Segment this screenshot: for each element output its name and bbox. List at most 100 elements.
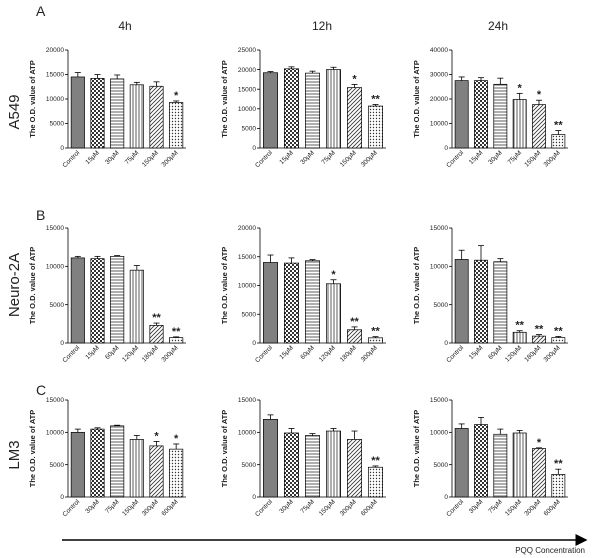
y-tick-label: 15000 bbox=[238, 397, 256, 404]
time-label-24h: 24h bbox=[488, 19, 508, 33]
y-tick-label: 10000 bbox=[238, 283, 256, 290]
bar-control bbox=[454, 80, 469, 149]
bar-control bbox=[70, 257, 85, 344]
bar-30um bbox=[305, 72, 320, 149]
y-tick-label: 5000 bbox=[242, 462, 257, 469]
category-label: 15μM bbox=[278, 149, 295, 166]
bar-120um bbox=[326, 283, 341, 344]
category-label: 300μM bbox=[160, 149, 179, 168]
category-label: 150μM bbox=[339, 149, 358, 168]
category-label: 600μM bbox=[543, 498, 562, 517]
y-tick-label: 5000 bbox=[242, 311, 257, 318]
y-tick-label: 5000 bbox=[242, 126, 257, 133]
y-tick-label: 0 bbox=[444, 494, 448, 501]
category-label: 75μM bbox=[320, 149, 337, 166]
chart-a549-12h: The O.D. value of ATP 0 5000 10000 15000 2000… bbox=[220, 47, 386, 169]
category-label: 75μM bbox=[507, 149, 524, 166]
x-caption: PQQ Concentration bbox=[515, 546, 585, 555]
y-tick-label: 25000 bbox=[238, 47, 256, 54]
bar-180um bbox=[347, 329, 362, 344]
significance-mark: ** bbox=[172, 326, 181, 338]
category-label: Control bbox=[445, 149, 465, 169]
category-label: 600μM bbox=[160, 498, 179, 517]
bar-150um bbox=[326, 430, 341, 498]
category-label: 150μM bbox=[523, 149, 542, 168]
y-tick-label: 10000 bbox=[430, 430, 448, 437]
category-label: 15μM bbox=[84, 344, 101, 361]
y-tick-label: 0 bbox=[444, 340, 448, 347]
panel-letter-c: C bbox=[36, 382, 46, 398]
y-tick-label: 5000 bbox=[434, 302, 449, 309]
row-label-lm3: LM3 bbox=[6, 440, 23, 469]
category-label: 30μM bbox=[84, 498, 101, 515]
category-label: Control bbox=[254, 498, 274, 518]
significance-mark: * bbox=[352, 73, 357, 85]
bar-150um bbox=[347, 87, 362, 149]
row-label-a549: A549 bbox=[6, 94, 23, 129]
category-label: 300μM bbox=[141, 498, 160, 517]
bar-300um bbox=[551, 337, 566, 344]
chart-lm3-12h: The O.D. value of ATP 0 5000 10000 15000 Cont… bbox=[220, 397, 386, 518]
category-label: 300μM bbox=[360, 344, 379, 363]
bar-15um bbox=[284, 68, 299, 149]
significance-mark: * bbox=[518, 82, 523, 94]
bar-30um bbox=[474, 424, 488, 498]
bar-300um bbox=[169, 102, 184, 149]
category-label: 180μM bbox=[141, 344, 160, 363]
y-axis-label: The O.D. value of ATP bbox=[412, 60, 421, 138]
category-label: 180μM bbox=[339, 344, 358, 363]
bar-15um bbox=[474, 259, 488, 344]
bar-75um bbox=[512, 99, 527, 149]
time-label-4h: 4h bbox=[118, 19, 131, 33]
category-label: 300μM bbox=[339, 498, 358, 517]
bar-75um bbox=[129, 84, 144, 149]
y-tick-label: 15000 bbox=[46, 225, 64, 232]
bar-300um bbox=[368, 337, 383, 344]
y-tick-label: 15000 bbox=[46, 397, 64, 404]
panel-letter-a: A bbox=[36, 3, 46, 19]
y-tick-label: 5000 bbox=[50, 302, 65, 309]
y-tick-label: 15000 bbox=[430, 225, 448, 232]
y-tick-label: 20000 bbox=[430, 96, 448, 103]
y-tick-label: 10000 bbox=[46, 264, 64, 271]
significance-mark: ** bbox=[554, 325, 563, 337]
bar-150um bbox=[129, 439, 144, 498]
y-tick-label: 5000 bbox=[434, 462, 449, 469]
bar-60um bbox=[305, 260, 320, 344]
bar-150um bbox=[512, 432, 527, 498]
bar-control bbox=[70, 76, 85, 149]
chart-neuro2a-4h: The O.D. value of ATP 0 5000 10000 15000 Cont… bbox=[28, 225, 186, 364]
significance-mark: ** bbox=[371, 326, 380, 338]
bar-control bbox=[70, 431, 85, 498]
significance-mark: * bbox=[154, 430, 159, 442]
category-label: 30μM bbox=[104, 149, 121, 166]
y-tick-label: 15000 bbox=[238, 86, 256, 93]
category-label: 150μM bbox=[318, 498, 337, 517]
significance-mark: * bbox=[537, 89, 542, 101]
category-label: 30μM bbox=[487, 149, 504, 166]
bar-120um bbox=[129, 269, 144, 344]
chart-grid: The O.D. value of ATP 0 5000 10000 15000 2000… bbox=[28, 47, 568, 518]
time-label-12h: 12h bbox=[312, 19, 332, 33]
bar-600um bbox=[368, 466, 383, 498]
bar-75um bbox=[493, 433, 508, 498]
bar-150um bbox=[532, 104, 546, 149]
y-axis-label: The O.D. value of ATP bbox=[412, 247, 421, 325]
category-label: 150μM bbox=[121, 498, 140, 517]
y-tick-label: 30000 bbox=[430, 72, 448, 79]
category-label: 75μM bbox=[124, 149, 141, 166]
y-tick-label: 0 bbox=[252, 494, 256, 501]
category-label: 30μM bbox=[468, 498, 485, 515]
bar-75um bbox=[305, 435, 320, 498]
panel-letter-b: B bbox=[36, 207, 45, 223]
y-tick-label: 10000 bbox=[238, 430, 256, 437]
bar-15um bbox=[474, 80, 488, 149]
y-axis-label: The O.D. value of ATP bbox=[220, 247, 229, 325]
bar-300um bbox=[368, 105, 383, 149]
category-label: 15μM bbox=[468, 149, 485, 166]
category-label: 30μM bbox=[278, 498, 295, 515]
y-axis-label: The O.D. value of ATP bbox=[28, 410, 37, 488]
significance-mark: ** bbox=[554, 458, 563, 470]
y-tick-label: 5000 bbox=[50, 121, 65, 128]
